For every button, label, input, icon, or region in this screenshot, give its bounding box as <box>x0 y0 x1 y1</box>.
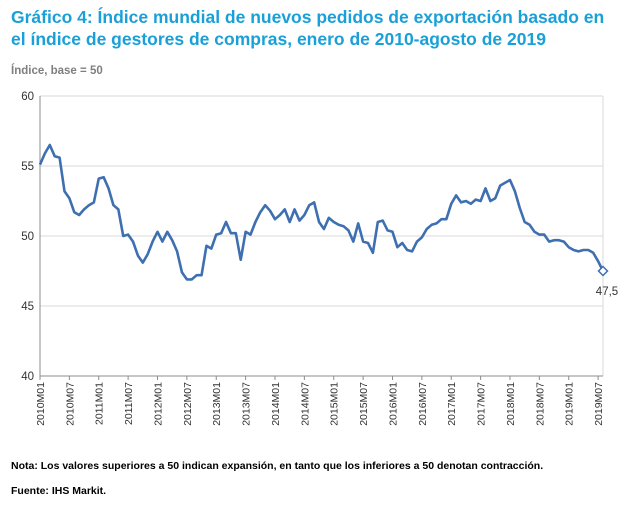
x-tick-label: 2016M07 <box>417 382 429 426</box>
x-tick-label: 2011M07 <box>123 382 135 425</box>
x-tick-label: 2012M07 <box>182 382 194 426</box>
x-tick-label: 2013M01 <box>211 382 223 426</box>
x-tick-label: 2015M01 <box>329 382 341 426</box>
x-tick-label: 2018M01 <box>505 382 517 426</box>
x-tick-label: 2013M07 <box>241 382 253 426</box>
y-tick-label: 45 <box>21 301 34 313</box>
x-tick-label: 2017M01 <box>446 382 458 426</box>
x-tick-label: 2017M07 <box>476 382 488 426</box>
x-tick-label: 2012M01 <box>152 382 164 426</box>
y-axis-ticks: 40 45 50 55 60 <box>21 91 34 383</box>
y-axis-unit-label: Índice, base = 50 <box>11 65 103 77</box>
x-tick-label: 2014M01 <box>270 382 282 426</box>
x-tick-label: 2010M07 <box>64 382 76 426</box>
x-tick-label: 2018M07 <box>534 382 546 426</box>
end-point-marker <box>597 265 609 277</box>
x-tick-label: 2011M01 <box>94 382 106 425</box>
x-tick-label: 2019M07 <box>593 382 605 426</box>
source-note: Fuente: IHS Markit. <box>11 485 107 497</box>
x-tick-label: 2014M07 <box>299 382 311 426</box>
y-tick-label: 40 <box>21 371 34 383</box>
x-tick-label: 2015M07 <box>358 382 370 426</box>
x-tick-label: 2016M01 <box>387 382 399 426</box>
y-tick-label: 50 <box>21 231 34 243</box>
series-line-export-orders <box>38 143 605 281</box>
y-tick-label: 55 <box>21 161 34 173</box>
x-tick-label: 2019M01 <box>564 382 576 426</box>
x-tick-label: 2010M01 <box>35 382 47 426</box>
chart-title: Gráfico 4: Índice mundial de nuevos pedi… <box>11 7 605 49</box>
footnote: Nota: Los valores superiores a 50 indica… <box>11 460 544 472</box>
x-axis-ticks: 2010M01 2010M07 2011M01 2011M07 2012M01 2012M… <box>35 376 605 426</box>
end-point-label: 47,5 <box>596 286 618 298</box>
y-tick-label: 60 <box>21 91 34 103</box>
